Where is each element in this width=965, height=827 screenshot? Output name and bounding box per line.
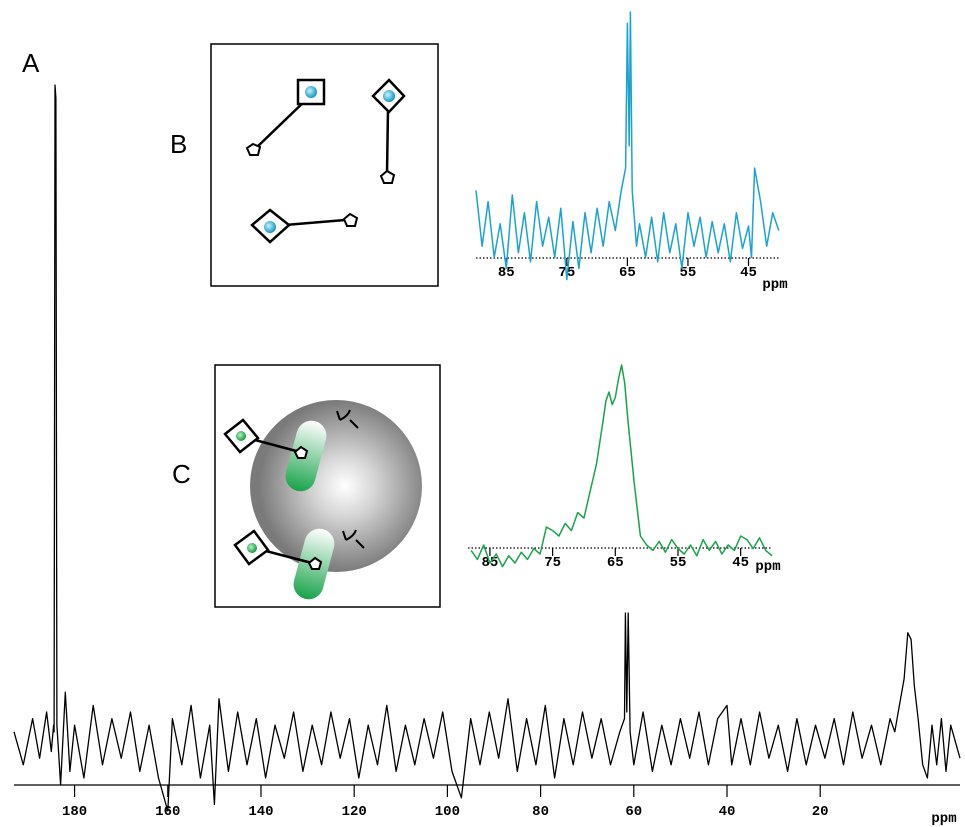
spectrum-line [475,11,780,281]
x-axis-label: ppm [762,277,787,293]
spectrum-line [470,364,773,568]
x-axis-label: ppm [931,811,956,827]
x-tick-label: 65 [607,555,624,571]
x-tick-label: 75 [544,555,561,571]
panel-label: C [172,459,191,489]
x-tick-label: 40 [719,804,736,820]
x-tick-label: 55 [680,265,697,281]
x-tick-label: 120 [342,804,367,820]
diagram-c [214,364,441,608]
diagram-b [210,43,439,287]
x-tick-label: 85 [498,265,515,281]
x-tick-label: 180 [62,804,87,820]
x-tick-label: 60 [625,804,642,820]
x-axis-label: ppm [755,559,780,575]
x-tick-label: 45 [732,555,749,571]
x-tick-label: 20 [812,804,829,820]
panel-label: B [170,129,187,159]
x-tick-label: 45 [740,265,757,281]
x-tick-label: 80 [532,804,549,820]
x-tick-label: 140 [248,804,273,820]
x-tick-label: 160 [155,804,180,820]
x-tick-label: 55 [670,555,687,571]
x-tick-label: 65 [619,265,636,281]
spectrum-line [13,84,961,812]
panel-label: A [22,48,40,78]
x-tick-label: 100 [435,804,460,820]
